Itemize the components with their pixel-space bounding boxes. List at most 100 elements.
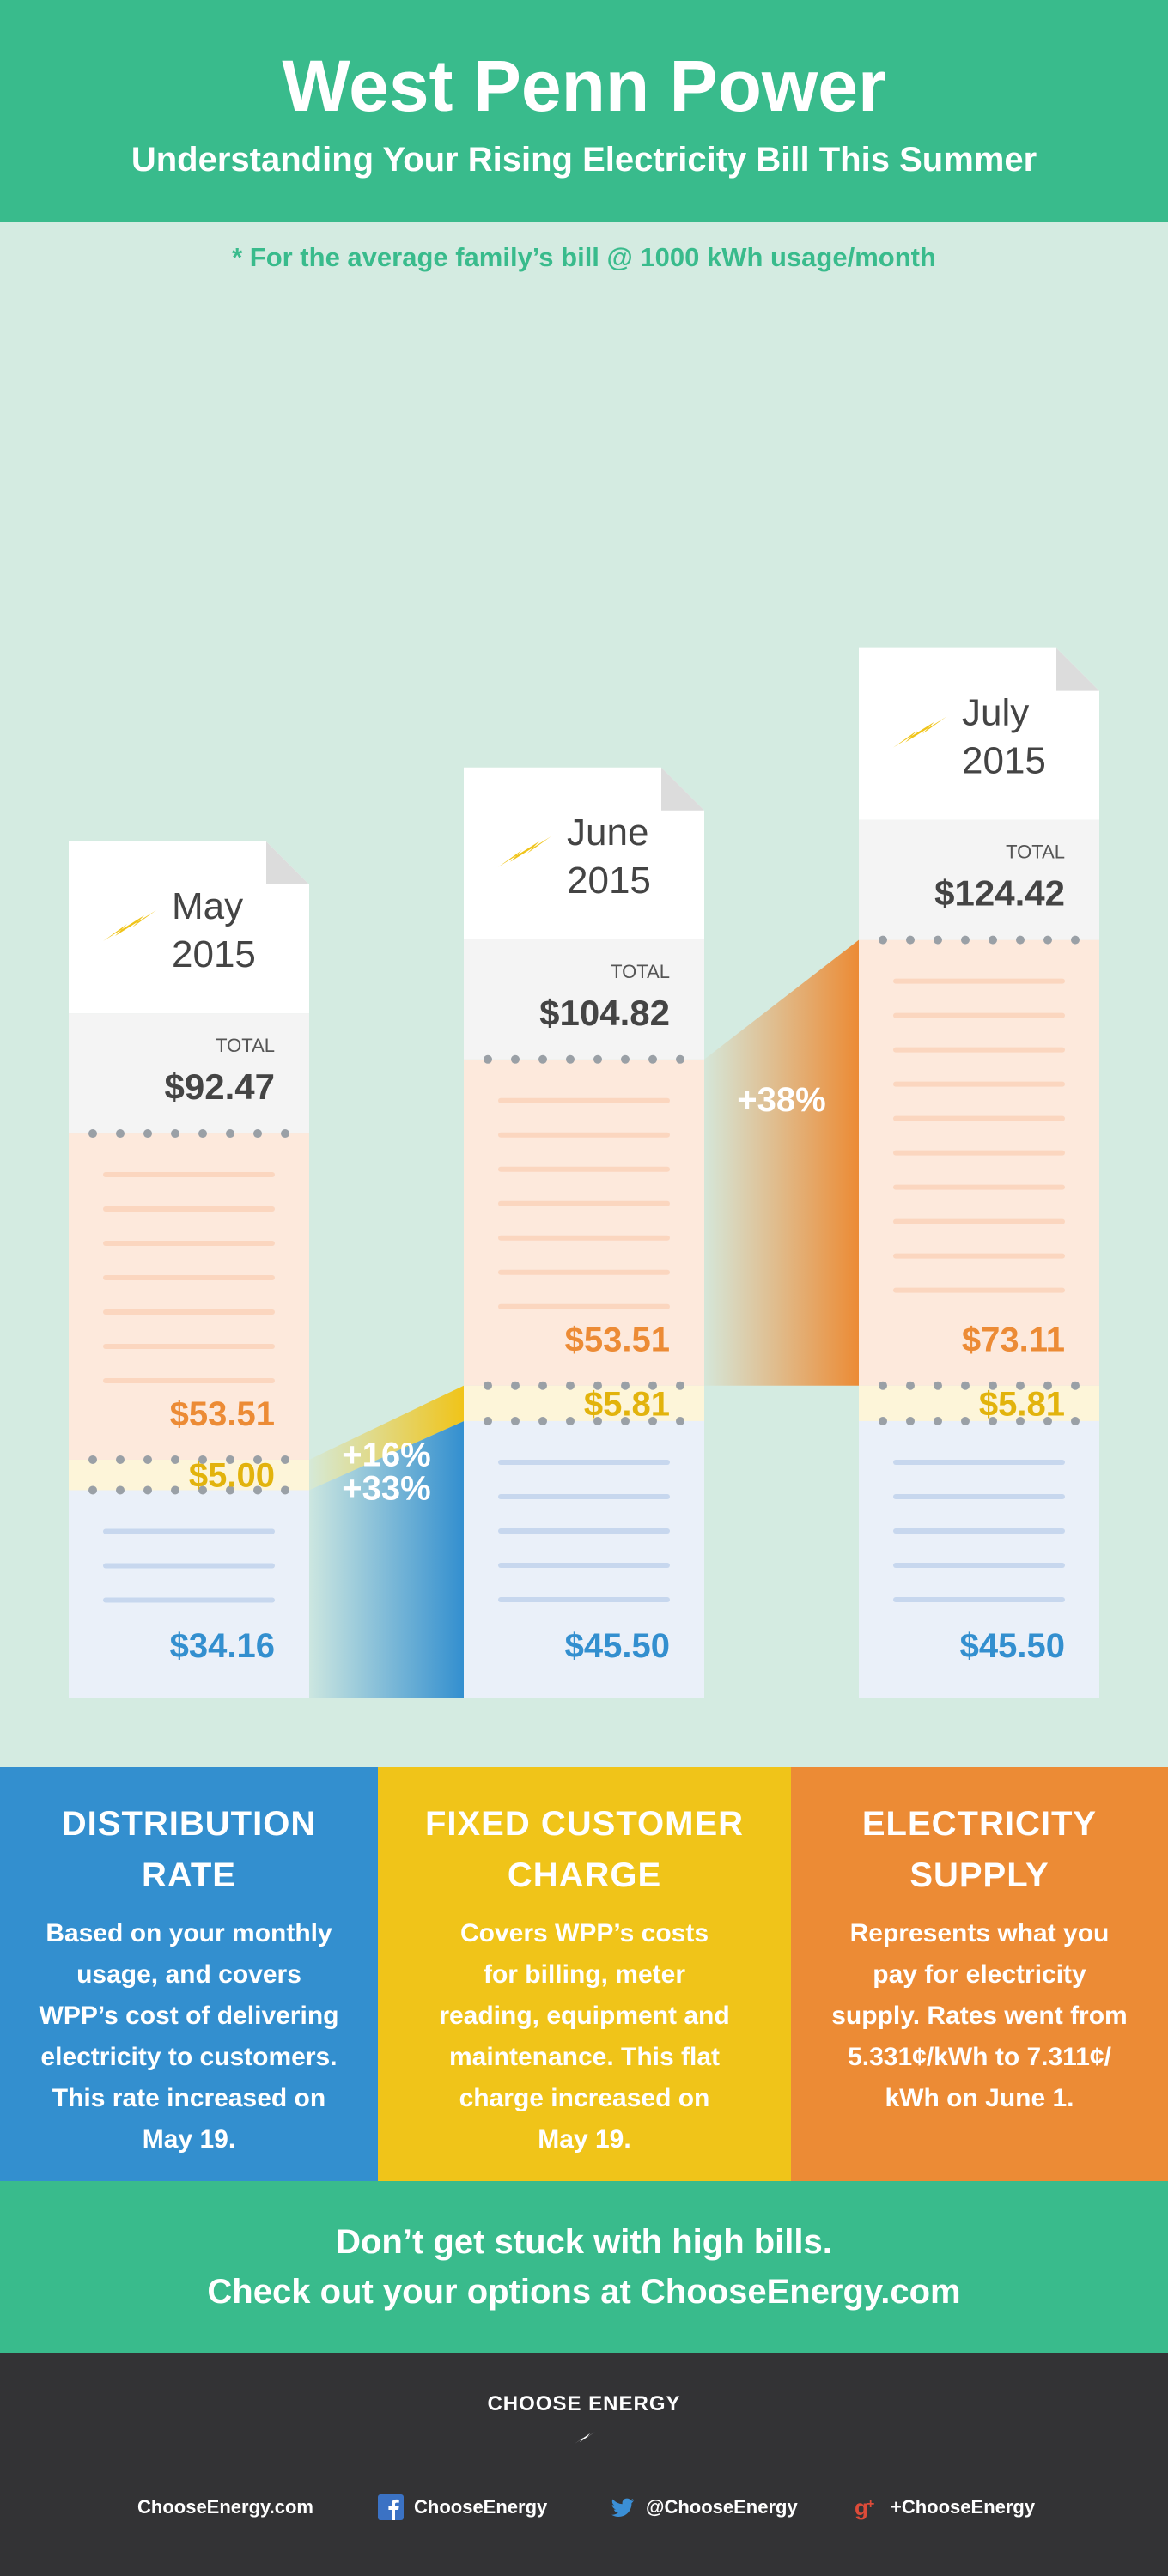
fixed-value-label: $5.81	[979, 1385, 1065, 1423]
supply-text-line: supply. Rates went from	[831, 2002, 1128, 2030]
receipt-line	[498, 1200, 670, 1206]
change-label-distribution: +33%	[342, 1469, 430, 1507]
footnote: * For the average family’s bill @ 1000 k…	[232, 242, 936, 272]
supply-title: ELECTRICITY SUPPLY	[791, 1798, 1168, 1901]
dotted-separator	[593, 1416, 602, 1425]
receipt-line	[893, 1459, 1065, 1465]
receipt-line	[893, 1218, 1065, 1224]
dotted-separator	[593, 1381, 602, 1390]
receipt-line	[893, 978, 1065, 984]
fixed-charge-panel: FIXED CUSTOMER CHARGE Covers WPP’s costs…	[378, 1767, 791, 2181]
dotted-separator	[511, 1054, 520, 1064]
fixed-text-line: for billing, meter	[483, 1960, 686, 1989]
fixed-charge-text: Covers WPP’s costs for billing, meter re…	[378, 1913, 791, 2160]
distribution-title: DISTRIBUTION RATE	[0, 1798, 378, 1901]
total-area	[69, 1013, 309, 1134]
supply-panel: ELECTRICITY SUPPLY Represents what you p…	[791, 1767, 1168, 2181]
fixed-text-line: charge increased on	[459, 2084, 710, 2112]
distribution-text: Based on your monthly usage, and covers …	[0, 1913, 378, 2160]
year-label: 2015	[962, 740, 1046, 782]
receipt-line	[498, 1493, 670, 1499]
dotted-separator	[593, 1054, 602, 1064]
supply-text-line: pay for electricity	[873, 1960, 1086, 1989]
cta-line2[interactable]: Check out your options at ChooseEnergy.c…	[207, 2273, 961, 2311]
receipt-line	[893, 1596, 1065, 1602]
dotted-separator	[88, 1485, 97, 1495]
dotted-separator	[879, 1416, 887, 1425]
receipt-line	[893, 1115, 1065, 1121]
dotted-separator	[566, 1054, 575, 1064]
dotted-separator	[484, 1416, 492, 1425]
fixed-title-line1: FIXED CUSTOMER	[424, 1805, 745, 1843]
supply-value-label: $73.11	[962, 1321, 1065, 1359]
website-link[interactable]: ChooseEnergy.com	[137, 2490, 313, 2524]
bill-chart: May 2015 TOTAL $92.47 $53.51 $5.00 $34.16 June 2…	[69, 647, 1099, 1698]
receipt-line	[103, 1563, 275, 1569]
dotted-separator	[116, 1485, 125, 1495]
google-plus-link[interactable]: g + +ChooseEnergy	[855, 2490, 1035, 2524]
year-label: 2015	[172, 933, 256, 975]
receipt-header	[464, 767, 704, 939]
distribution-text-line: WPP’s cost of delivering	[39, 2002, 339, 2030]
brand-logo[interactable]: CHOOSE ENERGY	[487, 2392, 681, 2415]
dotted-separator	[1071, 1381, 1080, 1390]
dotted-separator	[226, 1455, 234, 1464]
dotted-separator	[1016, 935, 1025, 945]
dotted-separator	[989, 935, 997, 945]
twitter-icon	[611, 2498, 634, 2517]
receipt-corner-fold	[1056, 647, 1099, 691]
dotted-separator	[88, 1129, 97, 1139]
dotted-separator	[253, 1129, 262, 1139]
distribution-text-line: electricity to customers.	[40, 2043, 338, 2071]
supply-title-line2: SUPPLY	[909, 1856, 1049, 1894]
fixed-text-line: Covers WPP’s costs	[460, 1919, 709, 1947]
bolt-icon	[103, 910, 156, 942]
dotted-separator	[281, 1129, 289, 1139]
receipt-line	[893, 1287, 1065, 1293]
fixed-charge-title: FIXED CUSTOMER CHARGE	[378, 1798, 791, 1901]
fixed-title-line2: CHARGE	[507, 1856, 662, 1894]
dotted-separator	[1071, 935, 1080, 945]
dotted-separator	[484, 1054, 492, 1064]
receipt-line	[498, 1459, 670, 1465]
receipt-corner-fold	[661, 767, 704, 811]
dotted-separator	[648, 1054, 657, 1064]
dotted-separator	[538, 1054, 547, 1064]
dotted-separator	[198, 1129, 207, 1139]
receipt-line	[893, 1528, 1065, 1534]
dotted-separator	[1043, 935, 1052, 945]
dotted-separator	[906, 1416, 915, 1425]
receipt-line	[103, 1597, 275, 1603]
distribution-text-line: May 19.	[142, 2125, 236, 2154]
receipt-header	[69, 841, 309, 1014]
bar-distribution	[69, 1490, 309, 1698]
supply-title-line1: ELECTRICITY	[861, 1805, 1098, 1843]
dotted-separator	[484, 1381, 492, 1390]
change-band-distribution	[309, 1420, 464, 1698]
fixed-text-line: May 19.	[538, 2125, 631, 2154]
dotted-separator	[621, 1054, 630, 1064]
receipt-header	[859, 647, 1099, 820]
receipt-line	[893, 1150, 1065, 1156]
dotted-separator	[253, 1485, 262, 1495]
receipt-line	[103, 1528, 275, 1534]
facebook-link[interactable]: ChooseEnergy	[378, 2490, 547, 2524]
receipt-line	[498, 1097, 670, 1103]
change-band-fixed	[309, 1385, 464, 1491]
supply-text-line: Represents what you	[849, 1919, 1110, 1947]
svg-text:g: g	[855, 2494, 868, 2520]
cta-line1: Don’t get stuck with high bills.	[336, 2223, 832, 2261]
distribution-text-line: usage, and covers	[76, 1960, 301, 1989]
dotted-separator	[143, 1129, 152, 1139]
facebook-icon	[378, 2494, 404, 2520]
dotted-separator	[171, 1455, 179, 1464]
dotted-separator	[676, 1416, 684, 1425]
dotted-separator	[879, 935, 887, 945]
bolt-icon	[893, 716, 946, 748]
bar-distribution	[859, 1420, 1099, 1698]
month-label: May	[172, 885, 243, 927]
total-caption: TOTAL	[216, 1035, 275, 1056]
dotted-separator	[961, 935, 970, 945]
twitter-link[interactable]: @ChooseEnergy	[610, 2490, 798, 2524]
receipt-line	[103, 1241, 275, 1247]
